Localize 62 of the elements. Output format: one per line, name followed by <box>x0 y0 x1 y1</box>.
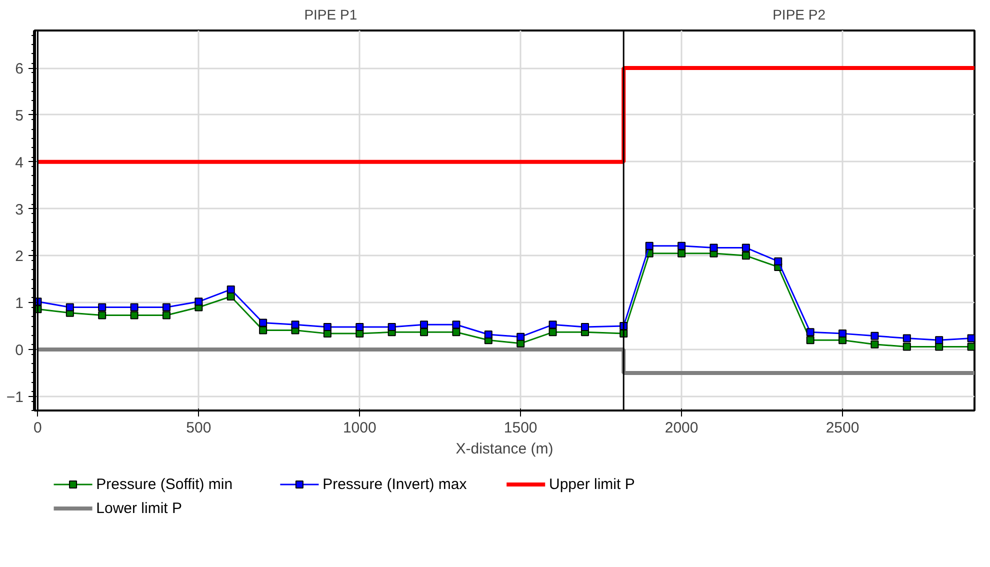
y-tick-label: −1 <box>6 388 24 406</box>
legend-label: Lower limit P <box>96 500 182 517</box>
text: PIPE P1 <box>304 6 358 22</box>
point <box>806 336 814 344</box>
point <box>967 334 974 342</box>
legend-label: Pressure (Soffit) min <box>96 476 233 493</box>
point <box>806 328 814 336</box>
y-tick-label: 4 <box>15 154 24 172</box>
point <box>548 320 557 329</box>
point <box>420 320 428 329</box>
point <box>226 285 235 294</box>
point <box>130 303 138 312</box>
y-tick-label: 1 <box>15 295 24 312</box>
point <box>452 320 460 329</box>
point <box>645 242 654 250</box>
point <box>323 322 332 331</box>
x-tick-label: 2500 <box>826 420 860 436</box>
x-tick-label: 1000 <box>342 420 376 436</box>
point <box>710 244 718 252</box>
point <box>742 244 750 252</box>
point <box>742 252 750 260</box>
point <box>259 326 268 334</box>
point <box>516 332 525 341</box>
point <box>678 242 686 250</box>
point <box>388 322 396 331</box>
x-tick-label: 500 <box>186 420 212 436</box>
point <box>870 332 879 340</box>
point <box>130 311 138 320</box>
x-axis-title: X-distance (m) <box>456 440 554 458</box>
y-tick-label: 2 <box>15 248 24 266</box>
point <box>774 257 782 266</box>
point <box>902 334 911 342</box>
y-tick-label: 0 <box>15 342 24 360</box>
point <box>902 342 911 351</box>
point <box>194 298 203 306</box>
point <box>678 249 686 258</box>
point <box>838 330 847 338</box>
point <box>580 322 589 331</box>
point <box>452 328 460 336</box>
text: PIPE P2 <box>772 6 826 22</box>
x-tick-label: 0 <box>34 420 42 436</box>
y-tick-label: 5 <box>15 107 24 124</box>
point <box>259 318 268 327</box>
point <box>484 330 492 338</box>
point <box>420 328 428 336</box>
point <box>162 311 170 320</box>
point <box>162 303 170 312</box>
point <box>548 328 557 336</box>
legend-label: Pressure (Invert) max <box>322 476 468 493</box>
x-tick-label: 1500 <box>504 420 538 436</box>
point <box>98 303 106 312</box>
point <box>291 320 300 329</box>
point <box>935 336 944 344</box>
y-tick-label: 6 <box>15 60 24 78</box>
point <box>356 322 364 331</box>
legend-label: Upper limit P <box>548 476 635 493</box>
point <box>98 311 106 320</box>
point <box>66 303 74 312</box>
x-tick-label: 2000 <box>664 420 698 436</box>
y-tick-label: 3 <box>15 201 24 218</box>
point <box>870 340 879 348</box>
point <box>967 342 974 351</box>
